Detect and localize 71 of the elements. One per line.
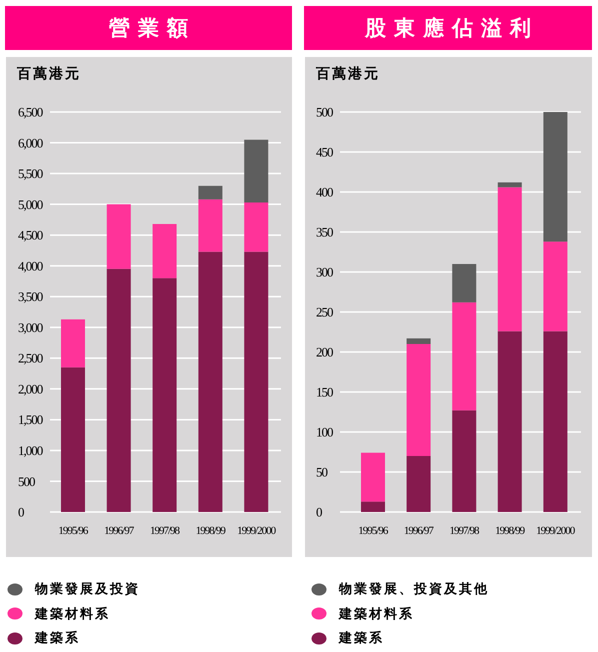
y-tick-label: 6,500 [18,104,43,120]
x-tick-label: 1995/96 [358,525,389,537]
legend-label: 建築系 [35,630,80,648]
x-tick-label: 1995/96 [58,525,89,537]
y-tick-label: 500 [18,474,35,489]
legend-label: 建築材料系 [35,606,110,623]
y-tick-label: 6,000 [18,135,43,150]
bar [198,186,222,200]
legend-label: 物業發展及投資 [35,581,140,598]
y-tick-label: 50 [316,464,328,480]
y-tick-label: 5,000 [18,196,43,212]
bar [61,319,85,368]
bar [361,502,385,512]
y-axis-title: 百萬港元 [316,66,380,82]
x-tick-label: 1998/99 [495,525,526,537]
legend-label: 建築材料系 [339,606,414,623]
y-axis-title: 百萬港元 [17,66,81,82]
y-tick-label: 5,500 [18,166,43,182]
y-tick-label: 400 [316,184,333,200]
y-tick-label: 150 [316,384,333,400]
bar [406,344,431,456]
y-tick-label: 350 [316,224,333,240]
chart-title: 股東應佔溢利 [365,15,539,42]
bar [106,268,131,512]
bar [543,242,568,332]
y-tick-label: 3,500 [18,289,43,304]
bar [244,140,268,202]
y-tick-label: 200 [316,344,333,360]
y-tick-label: 3,000 [18,320,43,335]
y-tick-label: 300 [316,264,333,280]
y-tick-label: 0 [18,504,24,520]
y-tick-label: 4,000 [18,258,43,274]
x-tick-label: 1997/98 [150,525,181,537]
bar [498,331,522,512]
bar [498,187,522,332]
bar [198,199,222,252]
x-tick-label: 1996/97 [404,525,434,537]
y-tick-label: 2,500 [18,350,43,366]
bar [198,252,222,512]
bar [244,202,268,252]
bar [244,252,268,512]
bar [406,456,431,512]
bar [361,452,385,502]
legend-label: 物業發展、投資及其他 [339,581,489,598]
y-tick-label: 4,500 [18,228,43,243]
bar [543,112,568,242]
x-tick-label: 1997/98 [449,525,480,537]
y-tick-label: 500 [316,104,333,120]
chart-title: 營業額 [109,15,196,42]
bar [152,224,177,278]
x-tick-label: 1998/99 [196,525,226,537]
y-tick-label: 250 [316,304,333,320]
bar [452,410,476,512]
x-tick-label: 1999/2000 [237,525,277,537]
y-tick-label: 100 [316,424,333,440]
bar [452,302,476,410]
bar [106,204,131,269]
y-tick-label: 0 [316,504,322,520]
x-tick-label: 1996/97 [104,525,135,537]
x-tick-label: 1999/2000 [536,525,576,537]
y-tick-label: 1,500 [18,412,43,428]
y-tick-label: 1,000 [18,443,43,458]
bar [61,367,85,512]
legend-label: 建築系 [339,630,384,648]
bar [152,278,177,512]
bar [406,338,431,344]
bar [498,182,522,188]
bar [543,331,568,512]
y-tick-label: 2,000 [18,381,43,396]
y-tick-label: 450 [316,144,333,160]
bar [452,264,476,302]
